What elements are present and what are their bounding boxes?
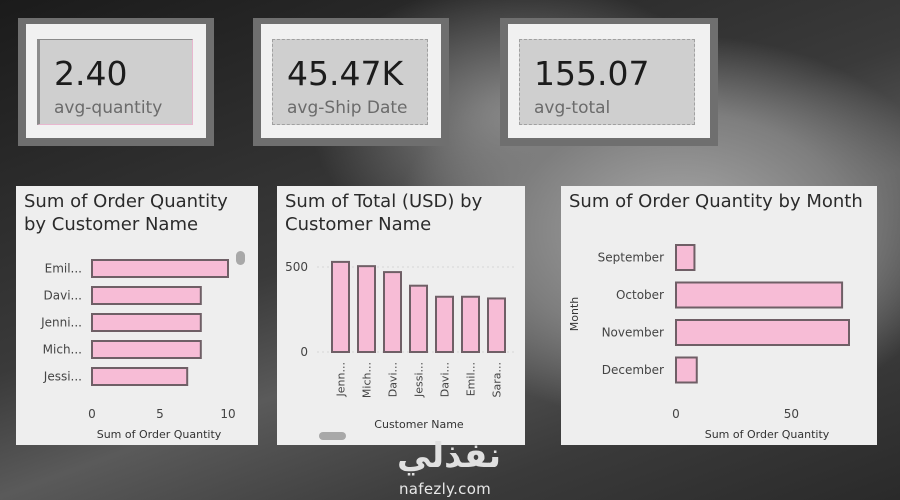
chart-plot: September October November December 0 50 Sum o…: [568, 244, 850, 441]
bar: [675, 356, 698, 384]
category-label: November: [602, 326, 664, 340]
scrollbar-handle[interactable]: [236, 251, 245, 265]
y-tick-label: 0: [300, 345, 308, 359]
chart-total-by-customer[interactable]: Sum of Total (USD) by Customer Name 0 500…: [277, 186, 525, 445]
kpi-panel: 2.40 avg-quantity: [26, 24, 206, 138]
chart-title: Sum of Order Quantity by Customer Name: [24, 191, 228, 235]
kpi-label: avg-Ship Date: [287, 98, 408, 118]
kpi-frame-ship-date: 45.47K avg-Ship Date: [253, 18, 449, 146]
y-tick-label: 500: [285, 260, 308, 274]
bar: [675, 281, 844, 309]
chart-title: Sum of Order Quantity by Month: [569, 191, 863, 212]
kpi-panel: 155.07 avg-total: [508, 24, 710, 138]
bar: [91, 367, 189, 386]
bar: [91, 286, 202, 305]
category-label: December: [602, 363, 664, 377]
kpi-label: avg-quantity: [54, 98, 163, 118]
chart-order-quantity-by-month[interactable]: Sum of Order Quantity by Month September…: [561, 186, 877, 445]
watermark-logo-arabic: نفذلي: [397, 436, 502, 476]
category-label: Emil...: [45, 262, 82, 276]
kpi-panel: 45.47K avg-Ship Date: [261, 24, 441, 138]
bar: [409, 284, 428, 353]
bar: [91, 313, 202, 332]
x-tick-label: 5: [156, 407, 164, 421]
category-label: Emil...: [465, 362, 478, 396]
x-tick-label: 10: [220, 407, 235, 421]
y-axis-title: Month: [568, 297, 581, 332]
bar: [461, 295, 480, 353]
category-label: October: [616, 288, 664, 302]
x-axis-title: Sum of Order Quantity: [97, 428, 222, 441]
category-label: Jessi...: [43, 370, 82, 384]
x-axis-title: Customer Name: [374, 418, 464, 431]
x-tick-label: 0: [672, 407, 680, 421]
category-label: Davi...: [439, 362, 452, 397]
bar: [487, 297, 506, 353]
watermark-url: nafezly.com: [399, 480, 492, 498]
x-axis-title: Sum of Order Quantity: [705, 428, 830, 441]
category-label: Sara...: [491, 362, 504, 397]
kpi-card-avg-ship-date[interactable]: 45.47K avg-Ship Date: [272, 39, 428, 125]
category-label: Jenni...: [40, 316, 82, 330]
kpi-value: 155.07: [534, 54, 650, 93]
x-tick-label: 0: [88, 407, 96, 421]
category-label: Davi...: [387, 362, 400, 397]
kpi-label: avg-total: [534, 98, 611, 118]
kpi-value: 45.47K: [287, 54, 404, 93]
bar: [675, 244, 696, 271]
category-label: Jenn...: [335, 362, 348, 397]
chart-order-quantity-by-customer[interactable]: Sum of Order Quantity by Customer Name E…: [16, 186, 258, 445]
kpi-card-avg-total[interactable]: 155.07 avg-total: [519, 39, 695, 125]
horizontal-scrollbar-handle[interactable]: [319, 432, 346, 440]
category-label: Davi...: [44, 289, 82, 303]
kpi-frame-total: 155.07 avg-total: [500, 18, 718, 146]
bar: [91, 340, 202, 359]
bar: [675, 319, 850, 346]
bar: [357, 265, 376, 353]
chart-plot: Emil... Davi... Jenni... Mich... Jessi... 0 5 1…: [40, 259, 236, 441]
bar: [331, 260, 350, 353]
chart-plot: 0 500 Jenn... Mich... Davi... Jessi... Davi...…: [285, 260, 517, 431]
category-label: September: [598, 251, 664, 265]
category-label: Mich...: [43, 343, 82, 357]
kpi-frame-quantity: 2.40 avg-quantity: [18, 18, 214, 146]
bar: [383, 271, 402, 353]
bar: [91, 259, 229, 278]
kpi-value: 2.40: [54, 54, 128, 93]
chart-title: Sum of Total (USD) by Customer Name: [285, 191, 483, 235]
category-label: Jessi...: [413, 362, 426, 398]
kpi-card-avg-quantity[interactable]: 2.40 avg-quantity: [37, 39, 193, 125]
category-label: Mich...: [361, 362, 374, 398]
x-tick-label: 50: [784, 407, 799, 421]
bar: [435, 295, 454, 353]
